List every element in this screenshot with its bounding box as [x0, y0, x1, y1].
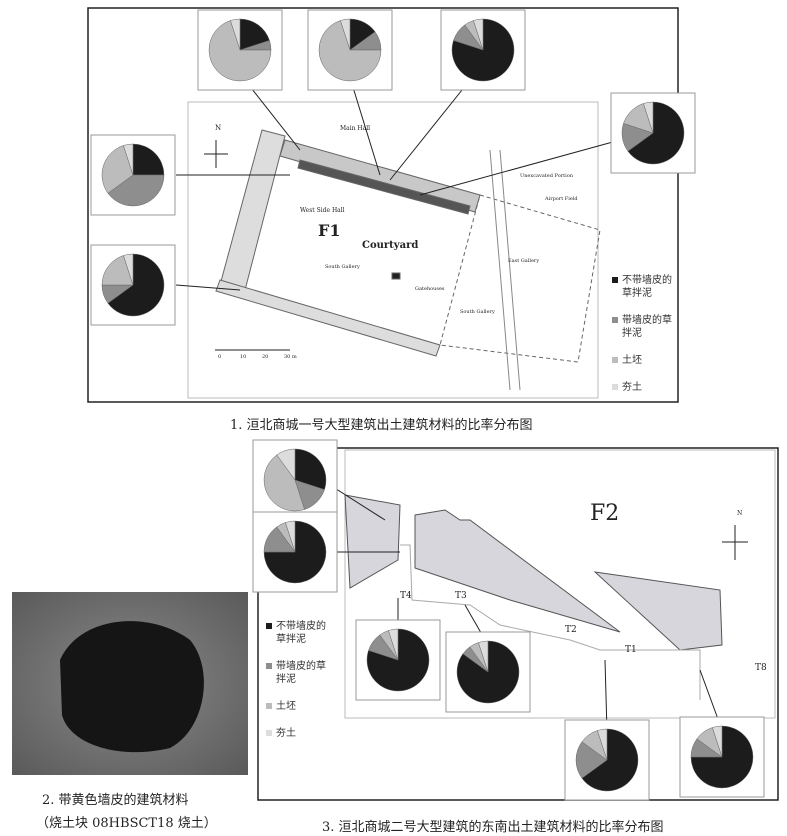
pie-slice	[643, 101, 654, 134]
map-label: T4	[400, 591, 412, 601]
legend-item: 土坯	[612, 354, 678, 367]
caption: 3. 洹北商城二号大型建筑的东南出土建筑材料的比率分布图	[322, 820, 664, 835]
legend-item: 带墙皮的草拌泥	[612, 314, 678, 340]
pie-slice	[478, 640, 489, 673]
legend-swatch	[266, 623, 272, 629]
caption: 2. 带黄色墙皮的建筑材料	[42, 793, 189, 808]
pie-slice	[627, 101, 685, 165]
legend-label: 土坯	[276, 701, 296, 712]
map-label: Courtyard	[362, 240, 418, 251]
pie-slice	[107, 174, 165, 207]
legend-swatch	[612, 357, 618, 363]
pie-slice	[276, 448, 296, 481]
pie-slice	[263, 454, 305, 512]
map-label: N	[737, 510, 742, 517]
legend-swatch	[266, 663, 272, 669]
legend-label: 不带墙皮的草拌泥	[622, 275, 672, 299]
pie-slice	[388, 628, 399, 661]
pie-slice	[473, 18, 484, 51]
map-label: F2	[590, 501, 619, 526]
photo-object	[60, 621, 204, 753]
legend-swatch	[266, 730, 272, 736]
legend-item: 夯土	[612, 381, 678, 394]
pie-slice	[107, 253, 165, 317]
legend-item: 不带墙皮的草拌泥	[266, 620, 332, 646]
pie-slice	[123, 253, 134, 286]
map-label: T2	[565, 625, 577, 635]
legend-label: 土坯	[622, 355, 642, 366]
map-label: Main Hall	[340, 125, 370, 132]
leader-lines-1	[175, 79, 621, 291]
map-label: N	[215, 124, 221, 132]
legend-label: 夯土	[622, 382, 642, 393]
map-2	[344, 494, 748, 700]
legend: 不带墙皮的草拌泥 带墙皮的草拌泥土坯夯土	[612, 274, 678, 408]
map-label: Unexcavated Portion	[520, 173, 574, 179]
pie-slice	[285, 520, 296, 553]
legend-swatch	[612, 384, 618, 390]
map-label: South Gallery	[460, 309, 495, 315]
map-label: T3	[455, 591, 467, 601]
map-label: F1	[318, 221, 341, 240]
map-label: Gatehouses	[415, 286, 445, 292]
legend: 不带墙皮的草拌泥 带墙皮的草拌泥土坯夯土	[266, 620, 332, 754]
pie-slice	[123, 143, 134, 176]
map-1-frame	[187, 101, 599, 399]
legend-label: 夯土	[276, 728, 296, 739]
pie-slice	[575, 741, 608, 779]
legend-label: 带墙皮的草拌泥	[276, 661, 326, 685]
caption: 1. 洹北商城一号大型建筑出土建筑材料的比率分布图	[230, 418, 533, 433]
pie-slice	[294, 448, 327, 490]
legend-swatch	[266, 703, 272, 709]
pie-slice	[712, 725, 723, 758]
map-label: East Gallery	[508, 258, 539, 264]
map-label: 20	[262, 354, 268, 360]
pie-slice	[451, 18, 515, 82]
legend-item: 带墙皮的草拌泥	[266, 660, 332, 686]
map-label: T1	[625, 645, 637, 655]
map-label: Airport Field	[544, 196, 578, 202]
pie-slice	[340, 18, 351, 51]
pie-slice	[690, 725, 754, 789]
legend-swatch	[612, 317, 618, 323]
pie-slice	[263, 520, 327, 584]
legend-swatch	[612, 277, 618, 283]
map-label: West Side Hall	[300, 207, 345, 214]
legend-label: 不带墙皮的草拌泥	[276, 621, 326, 645]
map-label: South Gallery	[325, 264, 360, 270]
pie-slice	[208, 20, 272, 82]
legend-item: 夯土	[266, 727, 332, 740]
pie-slice	[318, 20, 382, 82]
map-2-frame	[344, 449, 776, 719]
pie-slice	[230, 18, 241, 51]
legend-label: 带墙皮的草拌泥	[622, 315, 672, 339]
pie-slice	[581, 728, 639, 792]
pie-slice	[366, 628, 430, 692]
pie-slice	[132, 143, 165, 176]
pie-slice	[101, 255, 134, 286]
map-label: 0	[218, 354, 221, 360]
pie-slice	[597, 728, 608, 761]
pie-slice	[101, 145, 134, 194]
legend-item: 土坯	[266, 700, 332, 713]
figure-2-frame	[257, 447, 779, 801]
caption: （烧土块 08HBSCT18 烧土）	[36, 816, 217, 831]
legend-item: 不带墙皮的草拌泥	[612, 274, 678, 300]
map-1	[204, 129, 601, 391]
pie-slice	[239, 18, 270, 51]
map-label: 30 m	[284, 354, 297, 360]
figure-1-frame	[87, 7, 679, 403]
map-label: 10	[240, 354, 246, 360]
map-label: T8	[755, 663, 767, 673]
